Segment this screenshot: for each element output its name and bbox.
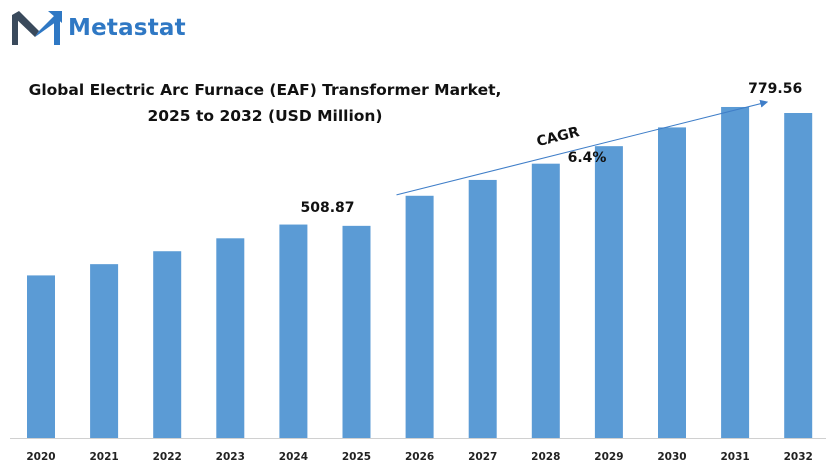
x-tick-2032: 2032	[784, 451, 813, 463]
x-tick-2027: 2027	[468, 451, 497, 463]
x-tick-2022: 2022	[153, 451, 182, 463]
data-label-2025: 508.87	[300, 200, 354, 216]
bar-2024	[279, 224, 308, 438]
chart-title: Global Electric Arc Furnace (EAF) Transf…	[28, 81, 502, 99]
x-tick-2028: 2028	[531, 451, 560, 463]
bar-2021	[90, 264, 119, 438]
bar-2029	[594, 146, 623, 439]
x-tick-2029: 2029	[594, 451, 623, 463]
cagr-value: 6.4%	[568, 150, 607, 166]
x-tick-2026: 2026	[405, 451, 434, 463]
bar-2020	[27, 275, 55, 438]
chart-title-block: Global Electric Arc Furnace (EAF) Transf…	[10, 77, 520, 129]
bar-2031	[721, 106, 750, 439]
x-tick-2031: 2031	[720, 451, 749, 463]
bar-2022	[153, 251, 182, 438]
x-tick-2030: 2030	[657, 451, 686, 463]
cagr-label: CAGR	[535, 124, 581, 150]
x-tick-2021: 2021	[89, 451, 118, 463]
bar-2023	[216, 238, 245, 438]
bar-2032	[784, 113, 813, 438]
bar-2025	[342, 225, 371, 438]
brand-logo: Metastat	[10, 8, 186, 48]
bar-2026	[405, 195, 434, 438]
bar-2027	[468, 179, 497, 439]
x-tick-2020: 2020	[26, 451, 55, 463]
cagr-arrow	[396, 99, 769, 196]
bar-2028	[531, 163, 560, 438]
data-label-2032: 779.56	[748, 81, 802, 97]
x-tick-2023: 2023	[216, 451, 245, 463]
x-tick-2024: 2024	[279, 451, 308, 463]
brand-name: Metastat	[68, 15, 186, 41]
x-tick-2025: 2025	[342, 451, 371, 463]
chart-subtitle: 2025 to 2032 (USD Million)	[147, 107, 383, 125]
metastat-m-logo-icon	[12, 11, 62, 45]
bar-2030	[658, 127, 686, 438]
